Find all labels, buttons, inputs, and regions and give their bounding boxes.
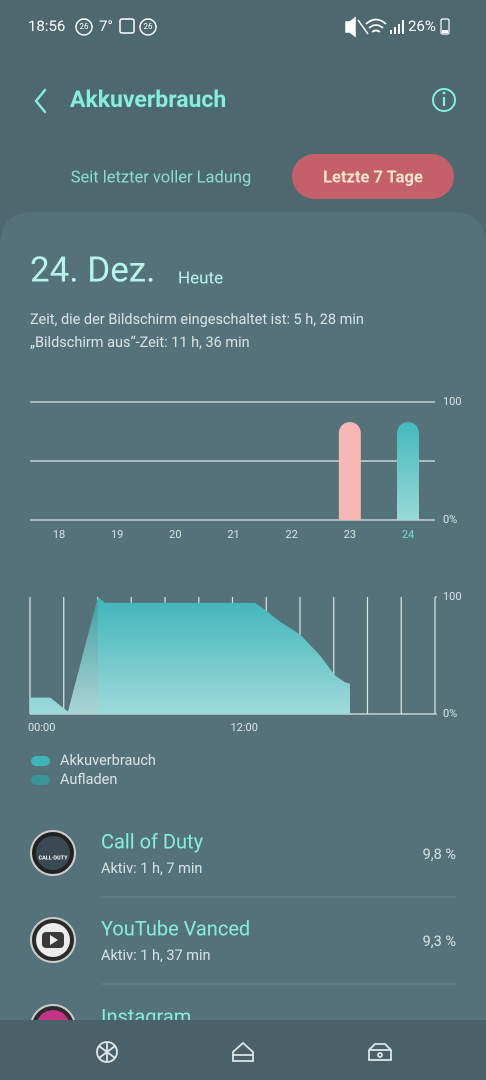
tab-selected-bg[interactable] <box>292 154 454 199</box>
wifi-icon <box>365 18 387 33</box>
app-icon <box>31 1004 75 1020</box>
area-shade <box>67 597 99 714</box>
y-tick-label: 100 <box>443 590 462 603</box>
y-tick-label: 0% <box>443 513 457 526</box>
x-tick-label: 21 <box>227 528 239 541</box>
battery-level <box>442 30 448 33</box>
battery-icon <box>440 18 450 35</box>
app-name[interactable]: Instagram <box>101 1004 191 1028</box>
mute-icon <box>345 16 369 38</box>
x-tick-label: 22 <box>285 528 297 541</box>
svg-text:CALL·DUTY: CALL·DUTY <box>39 855 69 861</box>
legend-label: Aufladen <box>60 771 117 788</box>
area-shade <box>30 597 350 714</box>
y-tick-label: 0% <box>443 707 457 720</box>
app-active-time: Aktiv: 1 h, 7 min <box>101 860 202 877</box>
screen-on-time: Zeit, die der Bildschirm eingeschaltet i… <box>30 311 364 328</box>
nav-icon[interactable] <box>368 1043 392 1061</box>
back-button[interactable] <box>34 88 47 114</box>
x-tick-label: 24 <box>402 528 414 541</box>
legend-swatch <box>31 775 50 785</box>
x-tick-label: 20 <box>169 528 181 541</box>
x-tick-label: 00:00 <box>28 721 55 734</box>
status-temperature: 7° <box>99 17 113 35</box>
tab-selected[interactable]: Letzte 7 Tage <box>323 168 423 187</box>
bar <box>338 422 361 520</box>
screen-off-time: „Bildschirm aus“-Zeit: 11 h, 36 min <box>30 334 250 351</box>
y-tick-label: 100 <box>443 395 462 408</box>
status-battery: 26% <box>408 17 436 35</box>
status-time: 18:56 <box>28 17 65 35</box>
app-share: 9,3 % <box>423 933 456 950</box>
nav-icon[interactable] <box>96 1041 118 1063</box>
info-button[interactable] <box>432 88 456 112</box>
legend-swatch <box>31 756 50 766</box>
status-badge: 26 <box>144 22 153 31</box>
signal-icon <box>390 20 404 34</box>
app-icon: CALL·DUTY <box>30 830 76 876</box>
app-share: 9,8 % <box>423 846 456 863</box>
bar-shade <box>397 422 419 520</box>
x-tick-label: 18 <box>53 528 65 541</box>
page-title: Akkuverbrauch <box>70 86 226 113</box>
legend-label: Akkuverbrauch <box>60 752 156 769</box>
bottom-nav <box>0 1020 486 1080</box>
summary-day: Heute <box>178 268 223 288</box>
app-icon <box>30 917 76 963</box>
badge-icon <box>75 18 93 36</box>
app-name[interactable]: Call of Duty <box>101 829 204 853</box>
x-tick-label: 23 <box>344 528 356 541</box>
x-tick-label: 19 <box>111 528 123 541</box>
summary-date: 24. Dez. <box>30 249 155 290</box>
status-badge: 26 <box>80 22 89 31</box>
app-name[interactable]: YouTube Vanced <box>101 916 250 940</box>
badge-icon <box>139 18 157 36</box>
tab[interactable]: Seit letzter voller Ladung <box>71 168 252 187</box>
x-tick-label: 12:00 <box>231 721 258 734</box>
image-icon <box>119 18 135 34</box>
nav-icon[interactable] <box>232 1041 254 1062</box>
app-active-time: Aktiv: 1 h, 37 min <box>101 947 211 964</box>
